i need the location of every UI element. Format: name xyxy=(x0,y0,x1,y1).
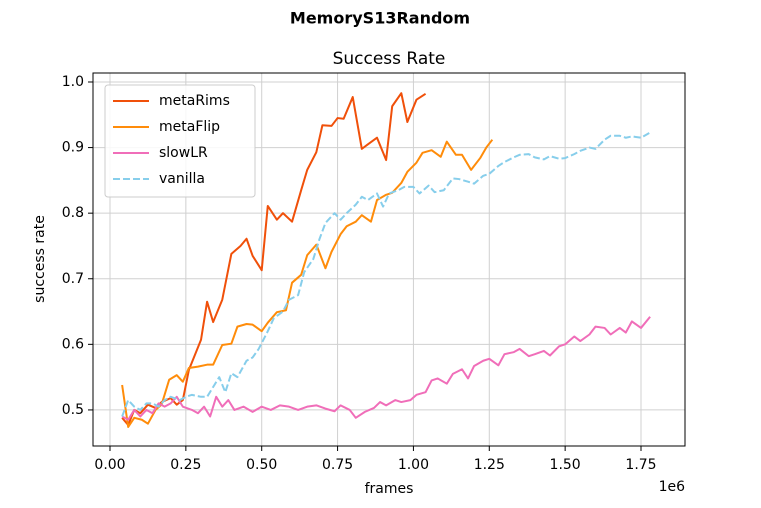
x-tick-label: 1.00 xyxy=(398,457,429,473)
x-tick-label: 0.75 xyxy=(322,457,353,473)
x-tick-label: 1.25 xyxy=(474,457,505,473)
x-tick-label: 1.50 xyxy=(550,457,581,473)
legend-label: metaFlip xyxy=(159,119,220,135)
y-tick-label: 0.5 xyxy=(62,402,84,418)
x-tick-label: 1.75 xyxy=(625,457,656,473)
series-line xyxy=(121,139,494,428)
y-tick-label: 0.8 xyxy=(62,205,84,221)
y-axis-label: success rate xyxy=(32,215,48,303)
series-line xyxy=(121,92,427,427)
x-tick-label: 0.00 xyxy=(94,457,125,473)
x-tick-label: 0.50 xyxy=(246,457,277,473)
legend-label: slowLR xyxy=(159,145,208,161)
chart-subtitle: Success Rate xyxy=(333,49,446,69)
y-tick-label: 0.9 xyxy=(62,140,84,156)
series-line xyxy=(121,316,651,421)
x-offset-label: 1e6 xyxy=(659,479,686,495)
legend-label: vanilla xyxy=(159,171,205,187)
series-line xyxy=(121,131,651,417)
legend-box xyxy=(104,84,256,198)
x-tick-label: 0.25 xyxy=(170,457,201,473)
x-axis-label: frames xyxy=(365,481,414,497)
y-tick-label: 0.6 xyxy=(62,336,84,352)
y-tick-label: 1.0 xyxy=(62,74,84,90)
plot-frame xyxy=(92,72,686,447)
legend-label: metaRims xyxy=(159,93,230,109)
y-tick-label: 0.7 xyxy=(62,271,84,287)
chart-title: MemoryS13Random xyxy=(290,9,470,28)
